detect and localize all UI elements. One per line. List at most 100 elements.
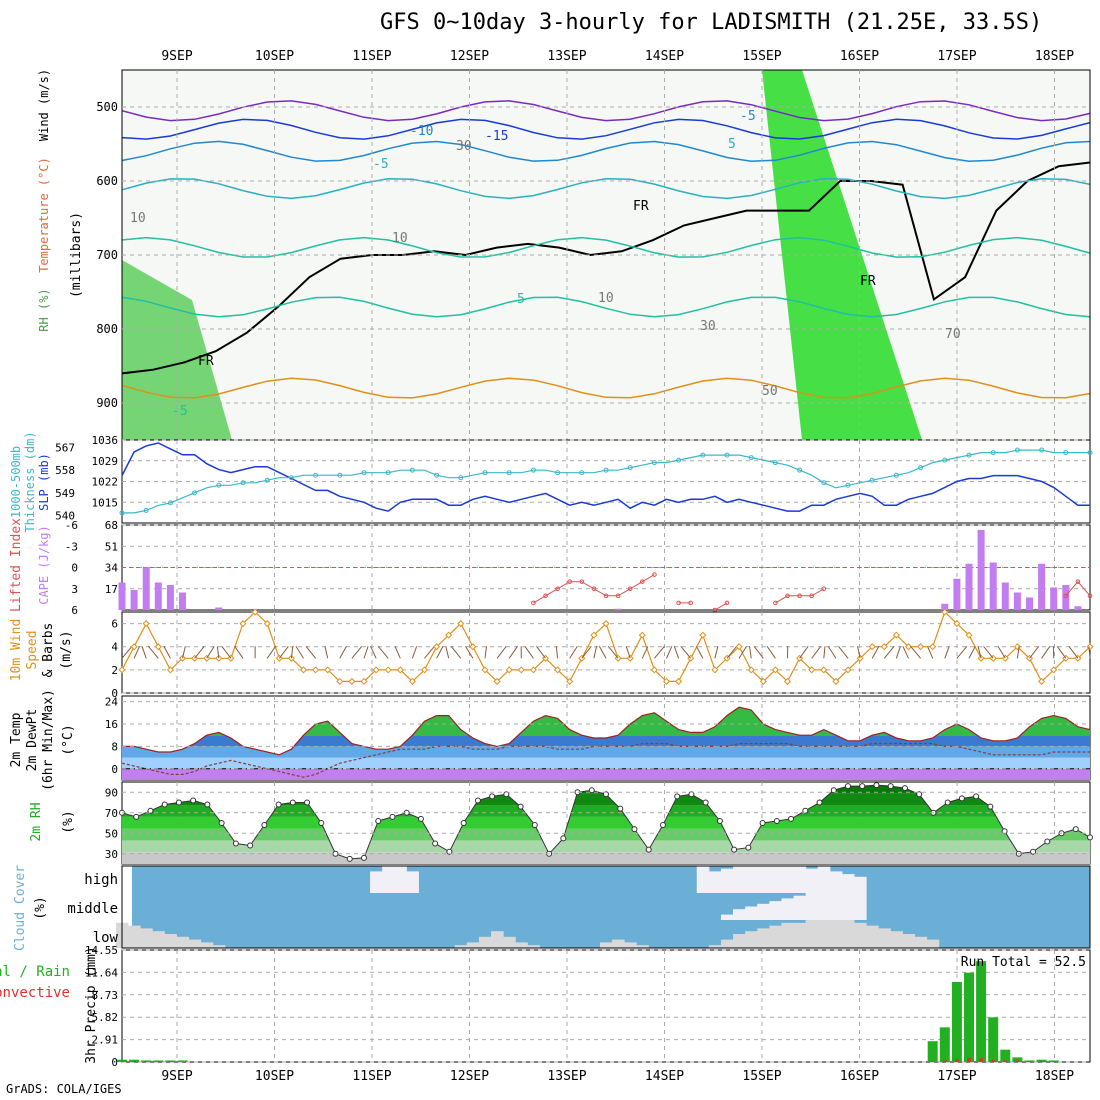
- temp-label-2: 2m DewPt: [25, 709, 40, 772]
- rh-point: [517, 803, 524, 810]
- wind-point: [880, 643, 888, 651]
- wind-barb: [163, 646, 171, 659]
- thickness-point: [797, 467, 803, 473]
- thickness-point: [700, 452, 706, 458]
- cloud-low-bar: [866, 925, 879, 948]
- wind-point: [783, 677, 792, 685]
- temp-bands: [122, 707, 1090, 780]
- wind-barb: [377, 645, 389, 659]
- wind-barb: [695, 646, 704, 659]
- precip-total-bar: [976, 961, 987, 1062]
- contour-label: 5: [728, 137, 736, 152]
- thickness-point: [1039, 447, 1045, 453]
- wind-barb: [1088, 646, 1091, 659]
- wind-point: [554, 666, 562, 674]
- wind-barb: [977, 646, 982, 659]
- cloud-low-bar: [466, 942, 480, 948]
- lifted-ytick: -6: [65, 519, 78, 532]
- rh-point: [816, 799, 823, 806]
- wind-point: [904, 643, 913, 651]
- precip-total-bar: [1000, 1049, 1011, 1062]
- wind-barb: [524, 645, 534, 659]
- wind-barb: [148, 645, 159, 659]
- date-label-top: 9SEP: [161, 49, 192, 64]
- wind-barb: [766, 646, 776, 659]
- cloud-low-bar: [188, 939, 202, 948]
- slp-ytick: 1022: [92, 476, 119, 489]
- wind-point: [517, 666, 525, 674]
- wind-barb: [305, 645, 316, 659]
- date-label-top: 14SEP: [645, 49, 684, 64]
- thickness-point: [676, 457, 682, 463]
- thickness-series-line: [122, 449, 1090, 514]
- lifted-point: [615, 593, 621, 599]
- thickness-ytick: 558: [55, 464, 75, 477]
- date-label-top: 18SEP: [1035, 49, 1074, 64]
- rh-point: [133, 813, 140, 820]
- precip-ytick: 8.73: [92, 989, 119, 1002]
- cloud-middle-bar: [817, 893, 831, 920]
- cloud-ytick: middle: [67, 901, 118, 917]
- wind-point: [118, 666, 126, 674]
- lifted-ytick: 6: [71, 604, 78, 617]
- wind-point: [336, 677, 344, 685]
- wind-point: [263, 620, 271, 628]
- rh-point: [944, 799, 951, 806]
- rh-point: [987, 803, 994, 810]
- precip-ytick: 0: [111, 1056, 118, 1069]
- rh-point: [489, 793, 496, 800]
- temp-ytick: 24: [105, 696, 119, 709]
- lifted-point: [567, 579, 573, 584]
- wind-point: [590, 631, 598, 639]
- slp-ytick: 1036: [92, 434, 119, 447]
- cloud-low-bar: [817, 920, 831, 948]
- wind-barb: [496, 645, 507, 659]
- rh-point: [901, 785, 908, 792]
- cape-bar: [142, 567, 150, 610]
- wind-point: [384, 666, 392, 674]
- thickness-point: [434, 472, 440, 478]
- wind-ytick: 4: [111, 641, 118, 654]
- cloud-ylabel: (%): [33, 896, 48, 919]
- precip-convective-bar: [1003, 1060, 1008, 1062]
- wind-point: [820, 666, 828, 674]
- precip-convective-bar: [120, 1061, 124, 1062]
- rh-point: [716, 817, 723, 824]
- wind-point: [699, 631, 707, 639]
- wind-point: [566, 677, 574, 685]
- wind-point: [602, 620, 610, 628]
- lifted-index-line: [533, 574, 1091, 611]
- thickness-point: [1014, 447, 1020, 453]
- rh-point: [1072, 826, 1079, 833]
- cloud-high-bar: [720, 868, 734, 893]
- lifted-point: [809, 593, 815, 599]
- cloud-high-bar: [769, 866, 782, 893]
- precip-ytick: 2.91: [92, 1034, 119, 1047]
- cloud-low-bar: [708, 945, 722, 948]
- cloud-ytick: high: [84, 872, 118, 888]
- rh-band: [122, 805, 1090, 817]
- precip-total-bar: [1012, 1057, 1023, 1062]
- wind-barb: [436, 646, 444, 659]
- lifted-point: [1087, 593, 1093, 599]
- thickness-point: [603, 467, 609, 473]
- wind-point: [360, 677, 368, 685]
- lifted-point: [1063, 593, 1069, 599]
- wind-barb: [290, 646, 294, 659]
- slp-panel: 1015 1022 1029 1036 540 549 558 567 1000-500mb Th…: [9, 431, 1093, 533]
- cloud-low-bar: [720, 939, 734, 948]
- wind-barb: [450, 645, 462, 659]
- wind-point: [312, 666, 320, 674]
- wind-point: [965, 631, 973, 639]
- cloud-high-bar: [793, 866, 807, 893]
- cloud-low-bar: [914, 936, 928, 948]
- wind-point: [324, 666, 332, 674]
- slp-label: SLP (mb): [37, 453, 51, 511]
- temp-label-1: 2m Temp: [9, 712, 24, 767]
- cape-bar: [179, 592, 186, 610]
- precip-convective-bar: [1051, 1061, 1056, 1062]
- cloud-high-bar: [841, 874, 855, 893]
- cloud-middle-bar: [793, 895, 807, 920]
- rh-point: [175, 799, 182, 806]
- wind-point: [457, 620, 465, 628]
